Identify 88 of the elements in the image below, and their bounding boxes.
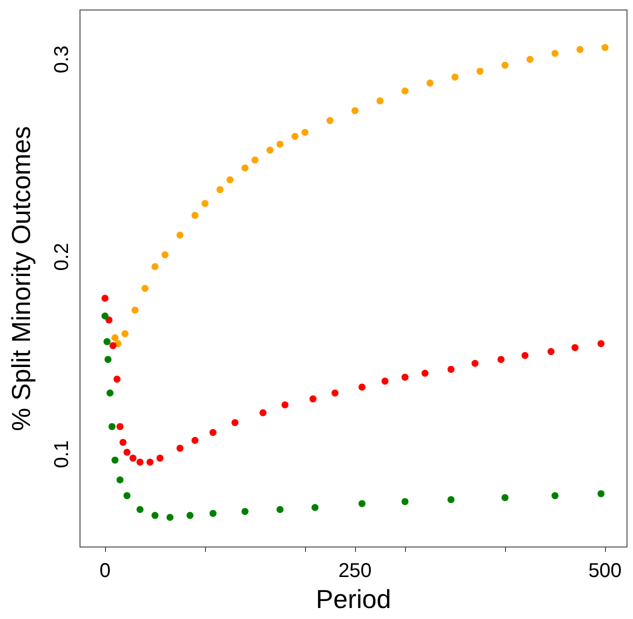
x-tick-label: 0: [99, 560, 111, 582]
point: [472, 360, 478, 367]
point: [124, 448, 130, 456]
point: [226, 176, 234, 184]
point: [116, 423, 124, 430]
point: [260, 409, 266, 416]
point: [120, 438, 126, 446]
point: [502, 494, 508, 502]
point: [152, 263, 158, 270]
point: [358, 500, 366, 508]
point: [276, 506, 284, 513]
point: [142, 284, 148, 292]
point: [132, 306, 138, 314]
point: [422, 370, 428, 377]
point: [104, 338, 110, 346]
point: [426, 80, 434, 87]
point: [106, 390, 114, 397]
point: [522, 352, 528, 359]
y-axis-title: % Split Minority Outcomes: [6, 126, 36, 431]
point: [376, 97, 384, 104]
point: [266, 146, 274, 154]
point: [210, 510, 216, 517]
point: [114, 376, 120, 383]
point: [382, 378, 388, 385]
point: [282, 401, 288, 408]
point: [602, 44, 608, 52]
point: [552, 50, 558, 57]
point: [448, 366, 454, 373]
point: [292, 132, 298, 140]
point: [312, 504, 318, 512]
x-tick-label: 500: [588, 560, 622, 582]
point: [452, 74, 458, 81]
point: [448, 496, 454, 504]
point: [112, 456, 118, 464]
point: [216, 186, 224, 194]
point: [124, 492, 130, 500]
point: [122, 330, 128, 338]
point: [110, 342, 116, 350]
point: [326, 117, 334, 124]
point: [332, 390, 338, 397]
point: [358, 384, 366, 391]
point: [352, 107, 358, 114]
point: [242, 508, 248, 515]
point: [102, 294, 108, 302]
point: [130, 454, 136, 462]
y-tick-label: 0.1: [51, 440, 73, 468]
point: [192, 436, 198, 444]
point: [572, 344, 578, 352]
point: [402, 374, 408, 381]
x-axis-title: Period: [316, 584, 392, 614]
point: [166, 514, 174, 521]
point: [252, 156, 258, 164]
point: [402, 87, 408, 94]
point: [476, 68, 484, 75]
point: [104, 356, 112, 363]
point: [136, 506, 144, 513]
y-tick-label: 0.3: [51, 45, 73, 74]
point: [202, 200, 208, 207]
y-tick-label: 0.2: [51, 242, 73, 271]
point: [108, 423, 116, 430]
point: [402, 498, 408, 506]
point: [232, 419, 238, 426]
point: [502, 62, 508, 69]
point: [310, 395, 316, 402]
point: [598, 340, 604, 348]
point: [552, 492, 558, 500]
point: [192, 212, 198, 219]
x-tick-label: 250: [338, 560, 372, 582]
point: [598, 490, 604, 498]
point: [102, 312, 108, 320]
point: [576, 46, 584, 53]
point: [176, 444, 184, 452]
point: [526, 56, 534, 63]
point: [498, 356, 504, 363]
point: [186, 512, 194, 519]
point: [210, 428, 216, 436]
point: [276, 140, 284, 148]
point: [136, 458, 144, 466]
point: [302, 128, 308, 136]
point: [548, 348, 554, 356]
point: [162, 251, 168, 258]
point: [176, 232, 184, 239]
point: [116, 476, 124, 484]
point: [146, 458, 154, 466]
point: [156, 454, 164, 462]
point: [242, 164, 248, 172]
point: [152, 512, 158, 519]
point: [112, 334, 118, 342]
